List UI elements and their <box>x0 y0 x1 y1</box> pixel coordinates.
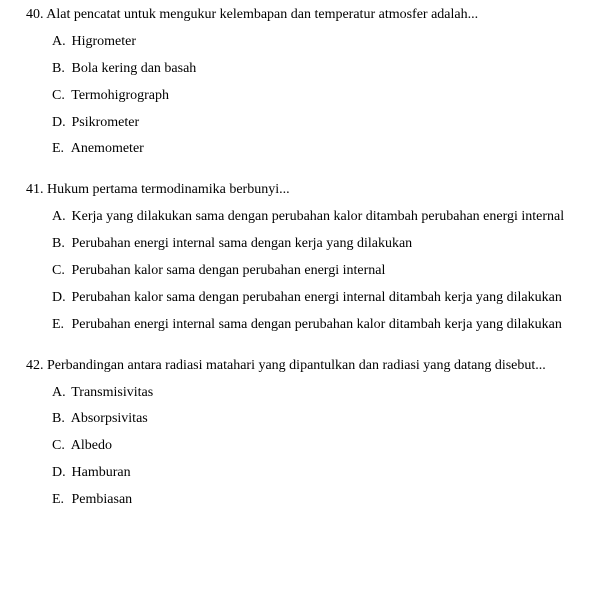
question-41: 41. Hukum pertama termodinamika berbunyi… <box>0 181 598 334</box>
option-text: Albedo <box>71 438 112 453</box>
option-text: Bola kering dan basah <box>72 61 197 76</box>
option-e: E. Perubahan energi internal sama dengan… <box>52 316 598 335</box>
option-text: Perubahan energi internal sama dengan pe… <box>72 317 562 332</box>
option-letter: E. <box>52 491 68 510</box>
question-number: 41. <box>26 182 44 197</box>
option-letter: E. <box>52 316 68 335</box>
option-a: A. Kerja yang dilakukan sama dengan peru… <box>52 208 598 227</box>
option-text: Absorpsivitas <box>71 411 148 426</box>
option-c: C. Albedo <box>52 437 598 456</box>
option-text: Pembiasan <box>72 492 133 507</box>
question-42: 42. Perbandingan antara radiasi matahari… <box>0 357 598 510</box>
option-a: A. Transmisivitas <box>52 384 598 403</box>
option-letter: B. <box>52 60 68 79</box>
option-text: Higrometer <box>72 34 137 49</box>
option-letter: A. <box>52 384 68 403</box>
question-number: 42. <box>26 358 44 373</box>
option-text: Perubahan energi internal sama dengan ke… <box>72 236 413 251</box>
question-stem: 41. Hukum pertama termodinamika berbunyi… <box>22 181 598 200</box>
option-letter: C. <box>52 437 68 456</box>
option-d: D. Perubahan kalor sama dengan perubahan… <box>52 289 598 308</box>
option-b: B. Bola kering dan basah <box>52 60 598 79</box>
question-number: 40. <box>26 7 44 22</box>
option-letter: C. <box>52 87 68 106</box>
options-list: A. Transmisivitas B. Absorpsivitas C. Al… <box>52 384 598 510</box>
option-a: A. Higrometer <box>52 33 598 52</box>
option-letter: D. <box>52 114 68 133</box>
option-text: Kerja yang dilakukan sama dengan perubah… <box>72 209 565 224</box>
option-b: B. Perubahan energi internal sama dengan… <box>52 235 598 254</box>
options-list: A. Kerja yang dilakukan sama dengan peru… <box>52 208 598 334</box>
question-stem: 40. Alat pencatat untuk mengukur kelemba… <box>22 6 598 25</box>
option-e: E. Pembiasan <box>52 491 598 510</box>
option-text: Perubahan kalor sama dengan perubahan en… <box>72 290 562 305</box>
option-letter: E. <box>52 140 68 159</box>
option-c: C. Perubahan kalor sama dengan perubahan… <box>52 262 598 281</box>
exam-document: 40. Alat pencatat untuk mengukur kelemba… <box>0 6 598 510</box>
option-letter: C. <box>52 262 68 281</box>
question-40: 40. Alat pencatat untuk mengukur kelemba… <box>0 6 598 159</box>
question-stem: 42. Perbandingan antara radiasi matahari… <box>22 357 598 376</box>
question-text: Alat pencatat untuk mengukur kelembapan … <box>46 7 478 22</box>
option-b: B. Absorpsivitas <box>52 410 598 429</box>
options-list: A. Higrometer B. Bola kering dan basah C… <box>52 33 598 159</box>
option-letter: D. <box>52 289 68 308</box>
option-d: D. Psikrometer <box>52 114 598 133</box>
option-d: D. Hamburan <box>52 464 598 483</box>
option-text: Termohigrograph <box>71 88 169 103</box>
option-letter: A. <box>52 208 68 227</box>
option-letter: B. <box>52 235 68 254</box>
option-letter: B. <box>52 410 68 429</box>
option-e: E. Anemometer <box>52 140 598 159</box>
question-text: Perbandingan antara radiasi matahari yan… <box>47 358 546 373</box>
option-text: Anemometer <box>71 141 144 156</box>
option-text: Transmisivitas <box>71 385 153 400</box>
option-text: Hamburan <box>72 465 131 480</box>
question-text: Hukum pertama termodinamika berbunyi... <box>47 182 290 197</box>
option-c: C. Termohigrograph <box>52 87 598 106</box>
option-text: Psikrometer <box>72 115 140 130</box>
option-text: Perubahan kalor sama dengan perubahan en… <box>72 263 386 278</box>
option-letter: D. <box>52 464 68 483</box>
option-letter: A. <box>52 33 68 52</box>
